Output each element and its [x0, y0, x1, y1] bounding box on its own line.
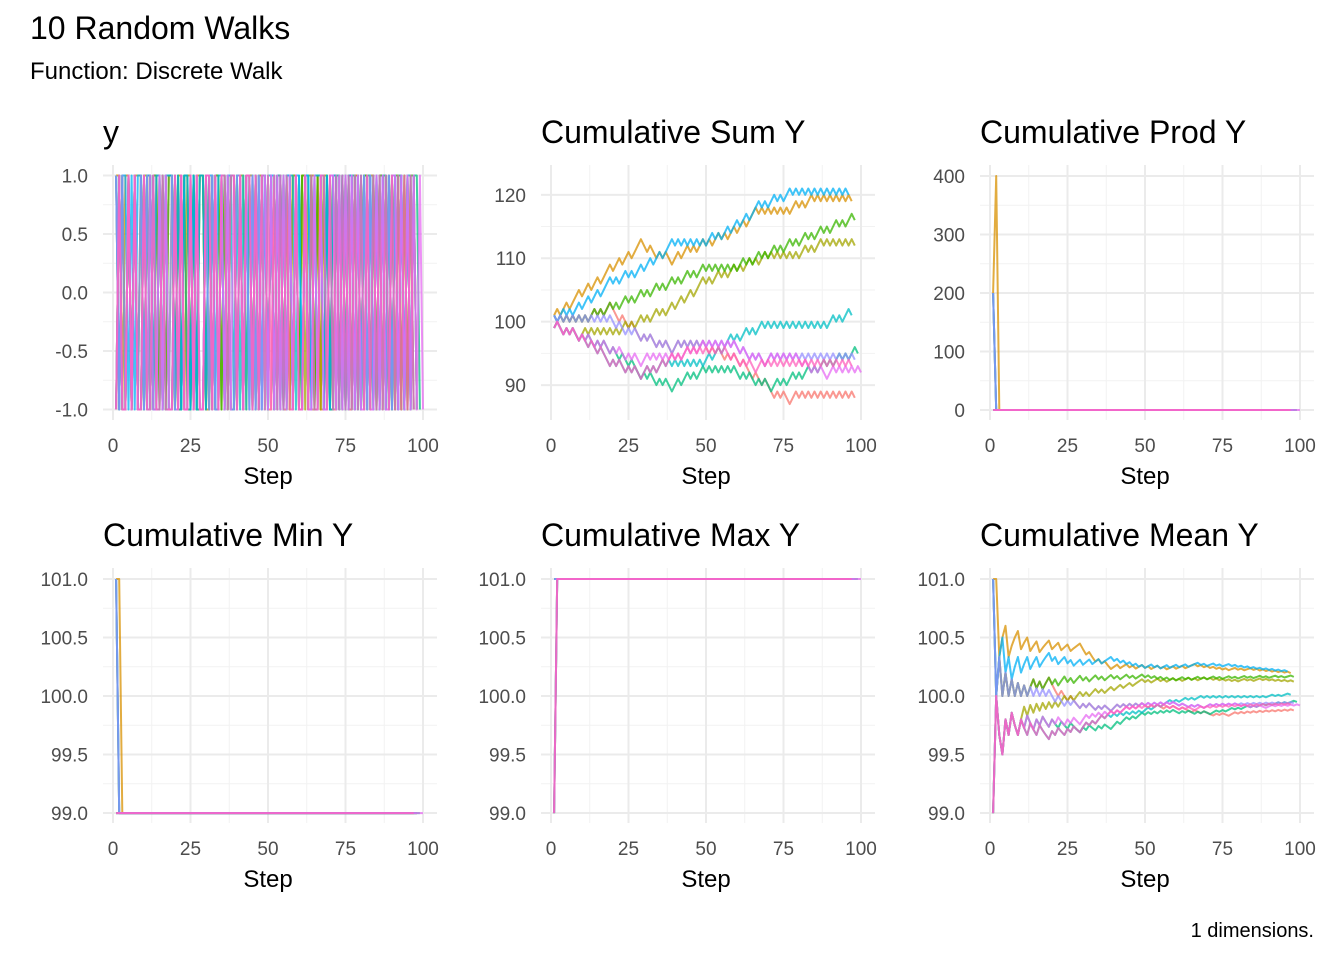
x-tick-label: 100: [407, 436, 439, 457]
y-tick-label: 0: [954, 401, 965, 422]
x-tick-label: 75: [335, 436, 356, 457]
x-tick-label: 75: [335, 839, 356, 860]
y-tick-label: 100.5: [40, 629, 88, 650]
y-tick-label: 99.0: [489, 804, 526, 825]
x-tick-label: 100: [1284, 436, 1316, 457]
y-tick-label: 0.5: [62, 225, 88, 246]
x-tick-label: 75: [773, 839, 794, 860]
y-tick-label: 100.0: [478, 687, 526, 708]
x-tick-label: 25: [180, 436, 201, 457]
y-tick-label: 400: [933, 167, 965, 188]
x-tick-label: 0: [985, 436, 996, 457]
y-tick-label: 99.0: [51, 804, 88, 825]
y-tick-label: 99.5: [51, 746, 88, 767]
x-tick-label: 50: [257, 839, 278, 860]
y-tick-label: 101.0: [917, 570, 965, 591]
y-tick-label: 120: [494, 186, 526, 207]
series-line: [992, 578, 1289, 697]
facet-panel: 0 25 50 75 100 0 100 200 300 400 Cumulative Prod Y…: [933, 114, 1316, 490]
chart-caption: 1 dimensions.: [1190, 920, 1314, 942]
y-tick-label: 100.5: [478, 629, 526, 650]
panel-title: y: [103, 114, 119, 150]
chart-title: 10 Random Walks: [30, 10, 291, 46]
y-tick-label: 100.0: [40, 687, 88, 708]
chart-subtitle: Function: Discrete Walk: [30, 58, 283, 85]
y-tick-label: 99.5: [928, 746, 965, 767]
x-axis-label: Step: [681, 866, 730, 893]
x-tick-label: 25: [1057, 839, 1078, 860]
series-line: [553, 238, 856, 342]
series-line: [115, 174, 415, 411]
y-tick-label: 99.5: [489, 746, 526, 767]
y-tick-label: 101.0: [40, 570, 88, 591]
panel-title: Cumulative Prod Y: [980, 114, 1246, 150]
x-axis-label: Step: [243, 866, 292, 893]
facet-panel: 0 25 50 75 100 99.0 99.5 100.0 100.5 101.0 Cumulat…: [478, 517, 876, 893]
x-axis-label: Step: [681, 463, 730, 490]
series-line: [992, 578, 1295, 697]
panel-title: Cumulative Sum Y: [541, 114, 805, 150]
x-tick-label: 25: [618, 436, 639, 457]
x-tick-label: 25: [180, 839, 201, 860]
y-tick-label: 1.0: [62, 167, 88, 188]
x-tick-label: 100: [1284, 839, 1316, 860]
facet-panel: 0 25 50 75 100 99.0 99.5 100.0 100.5 101.0 Cumulat…: [40, 517, 438, 893]
x-tick-label: 50: [695, 839, 716, 860]
y-tick-label: 0.0: [62, 284, 88, 305]
y-tick-label: 100: [494, 313, 526, 334]
y-tick-label: 90: [505, 376, 526, 397]
x-tick-label: 100: [845, 436, 877, 457]
x-axis-label: Step: [1120, 463, 1169, 490]
x-axis-label: Step: [243, 463, 292, 490]
y-tick-label: 200: [933, 284, 965, 305]
series-line: [992, 695, 1301, 814]
x-tick-label: 75: [1212, 436, 1233, 457]
y-tick-label: 100.0: [917, 687, 965, 708]
x-tick-label: 0: [985, 839, 996, 860]
facet-panel: 0 25 50 75 100 99.0 99.5 100.0 100.5 101.0 Cumulat…: [917, 517, 1315, 893]
facet-panel: 0 25 50 75 100 -1.0 -0.5 0.0 0.5 1.0 y Step: [55, 114, 439, 490]
y-tick-label: 100.5: [917, 629, 965, 650]
x-tick-label: 100: [845, 839, 877, 860]
series-line: [553, 320, 853, 380]
x-tick-label: 0: [108, 436, 119, 457]
x-axis-label: Step: [1120, 866, 1169, 893]
panel-title: Cumulative Mean Y: [980, 517, 1259, 553]
facet-panel: 0 25 50 75 100 90 100 110 120 Cumulative Sum Y Ste…: [494, 114, 877, 490]
series-line: [992, 695, 1292, 814]
y-tick-label: -0.5: [55, 342, 88, 363]
series-line: [992, 676, 1295, 814]
x-tick-label: 75: [773, 436, 794, 457]
panel-title: Cumulative Min Y: [103, 517, 353, 553]
series-line: [553, 578, 852, 814]
y-tick-label: 101.0: [478, 570, 526, 591]
x-tick-label: 50: [257, 436, 278, 457]
x-tick-label: 50: [695, 436, 716, 457]
y-tick-label: 99.0: [928, 804, 965, 825]
series-line: [553, 212, 856, 323]
x-tick-label: 50: [1134, 839, 1155, 860]
x-tick-label: 0: [108, 839, 119, 860]
x-tick-label: 75: [1212, 839, 1233, 860]
x-tick-label: 50: [1134, 436, 1155, 457]
series-line: [553, 187, 850, 323]
y-tick-label: 300: [933, 225, 965, 246]
panel-title: Cumulative Max Y: [541, 517, 800, 553]
x-tick-label: 100: [407, 839, 439, 860]
series-line: [553, 193, 853, 317]
x-tick-label: 0: [546, 839, 557, 860]
x-tick-label: 25: [1057, 436, 1078, 457]
series-line: [553, 320, 862, 380]
y-tick-label: 100: [933, 342, 965, 363]
y-tick-label: 110: [496, 249, 526, 270]
x-tick-label: 25: [618, 839, 639, 860]
x-tick-label: 0: [546, 436, 557, 457]
y-tick-label: -1.0: [55, 400, 88, 421]
